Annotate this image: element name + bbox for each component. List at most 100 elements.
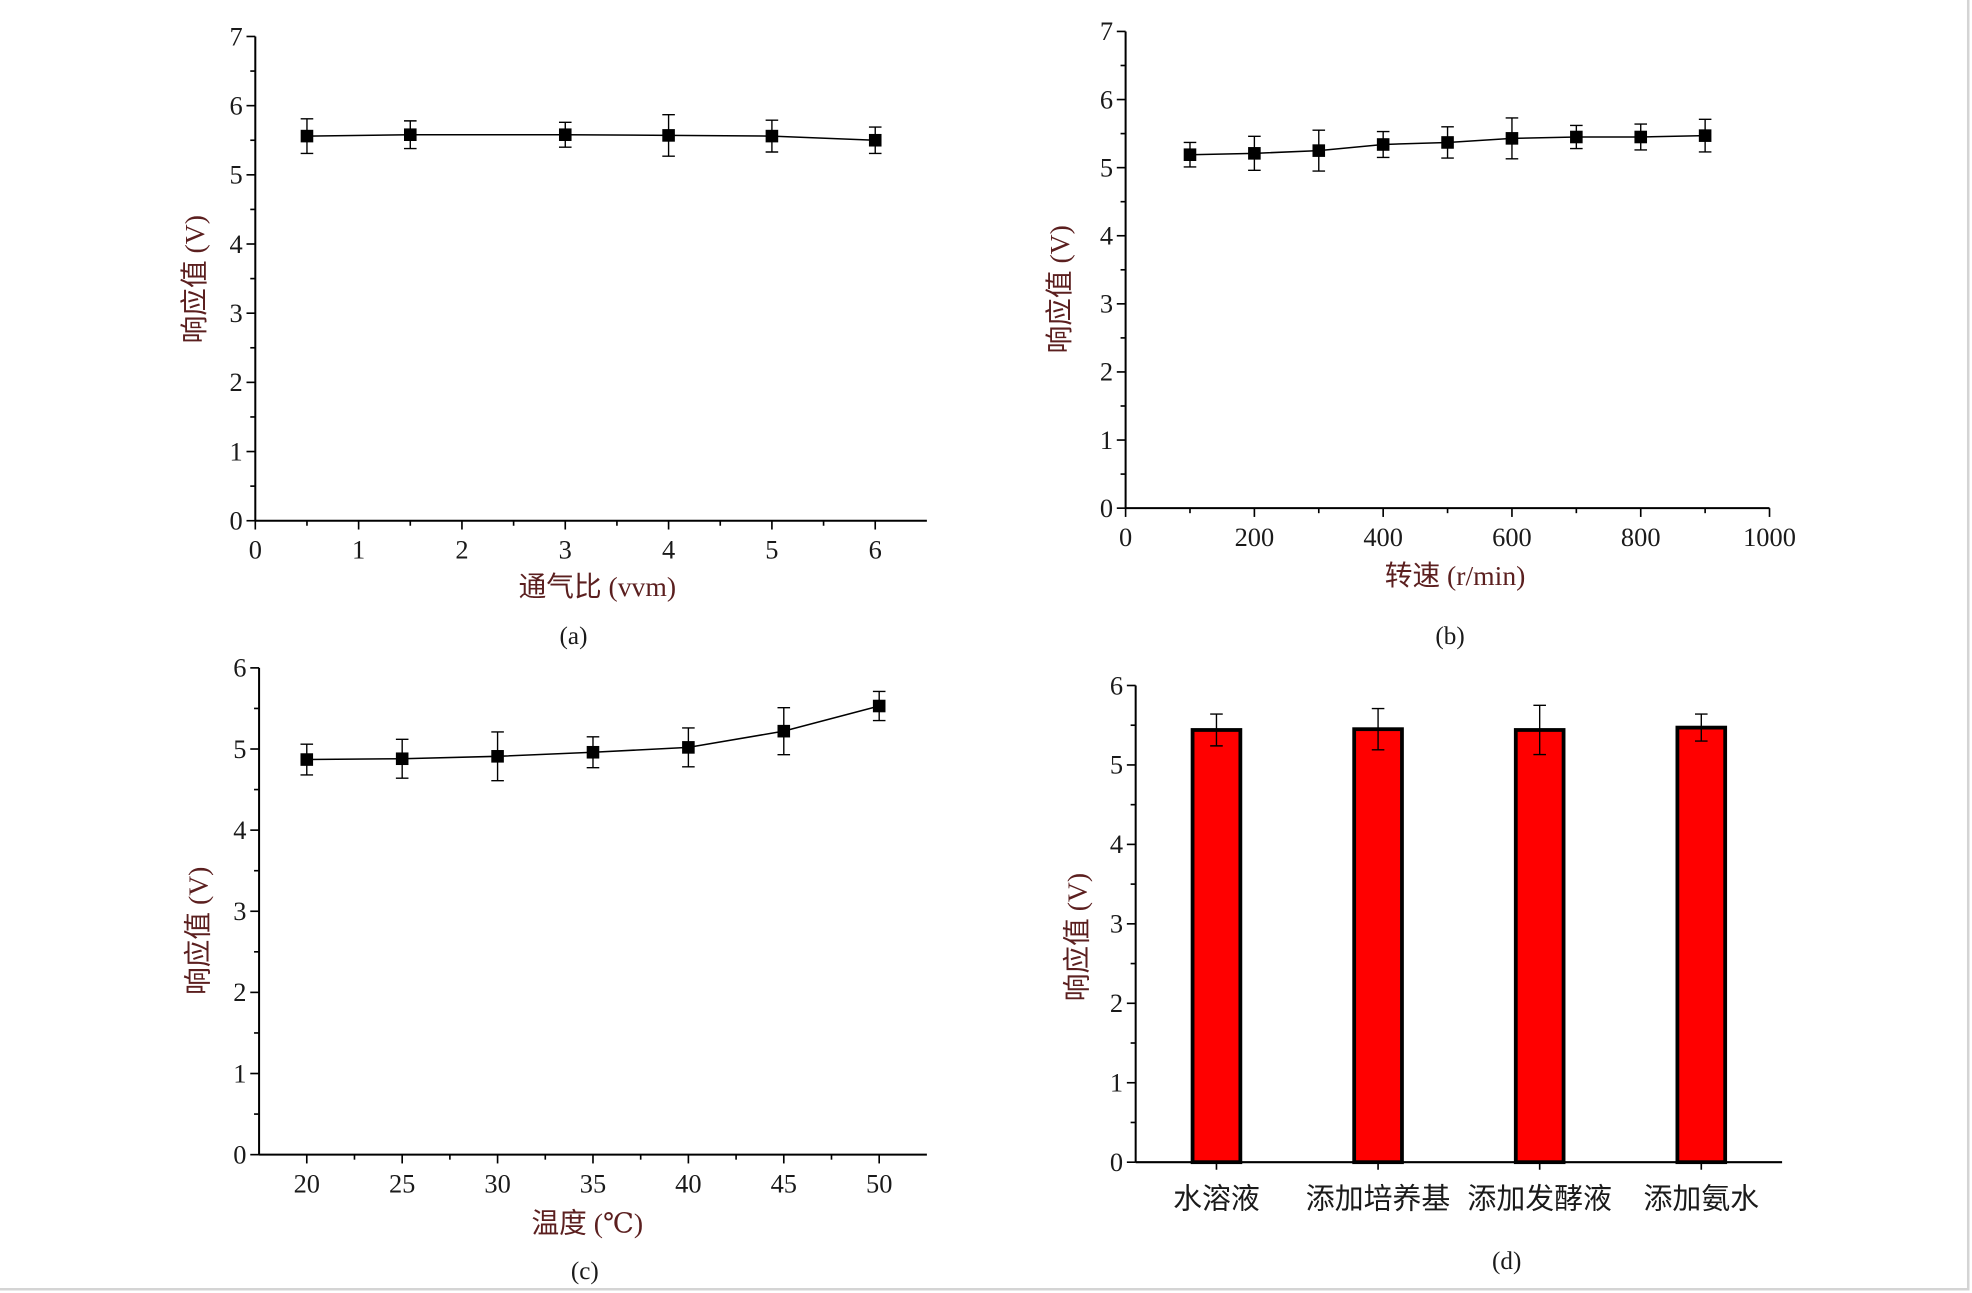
data-point: [403, 128, 417, 141]
y-tick-label: 6: [233, 653, 246, 683]
x-tick-label: 0: [1119, 522, 1132, 552]
y-tick-label: 0: [230, 506, 243, 536]
x-tick-label: 1: [352, 534, 365, 564]
x-tick-label: 35: [580, 1168, 606, 1198]
panel-label: (b): [1435, 623, 1464, 650]
y-tick-label: 6: [1100, 84, 1113, 114]
y-tick-label: 7: [1100, 16, 1113, 46]
y-tick-label: 2: [1100, 357, 1113, 387]
y-tick-label: 0: [1100, 493, 1113, 523]
x-tick-label: 4: [662, 534, 675, 564]
x-tick-label: 30: [484, 1168, 510, 1198]
y-tick-label: 3: [1100, 289, 1113, 319]
y-tick-label: 0: [1110, 1147, 1123, 1177]
y-tick-label: 5: [230, 160, 243, 190]
x-tick-label: 600: [1492, 522, 1532, 552]
data-point: [1183, 148, 1197, 161]
y-tick-label: 4: [1110, 829, 1123, 859]
data-point: [682, 741, 695, 754]
x-tick-label: 25: [389, 1168, 415, 1198]
bar: [1513, 728, 1566, 1165]
y-tick-label: 3: [233, 896, 246, 926]
x-tick-label: 45: [771, 1168, 797, 1198]
y-tick-label: 5: [1110, 750, 1123, 780]
x-axis-title: 通气比 (vvm): [519, 571, 676, 602]
data-point: [1441, 136, 1454, 149]
error-bar: [1210, 713, 1223, 747]
x-tick-label: 400: [1363, 522, 1403, 552]
y-tick-label: 3: [230, 298, 243, 328]
bar: [1352, 727, 1404, 1165]
x-axis-title: 温度 (℃): [532, 1208, 644, 1239]
y-axis-title: 响应值 (V): [183, 867, 214, 995]
x-tick-label: 5: [765, 534, 778, 564]
bar: [1190, 728, 1243, 1165]
y-tick-label: 1: [230, 436, 243, 466]
series-line: [306, 133, 876, 141]
x-tick-label: 2: [455, 534, 468, 564]
error-bar: [1695, 713, 1708, 742]
y-tick-label: 4: [230, 229, 243, 259]
y-tick-label: 7: [230, 21, 243, 51]
y-tick-label: 5: [233, 734, 246, 764]
data-point: [1312, 144, 1326, 157]
data-point: [395, 752, 409, 766]
panel-d: 0 1 2 3 4 5 6 水溶液 添加培养基 添加发酵液 添加氨水: [1110, 670, 1783, 1216]
x-tick-label: 3: [559, 534, 572, 564]
y-tick-label: 2: [233, 977, 246, 1007]
data-point: [300, 753, 314, 766]
x-axis-title: 转速 (r/min): [1385, 560, 1526, 591]
y-axis-title: 响应值 (V): [1044, 225, 1075, 353]
data-point: [491, 750, 504, 763]
x-tick-label: 800: [1621, 522, 1661, 552]
data-point: [300, 129, 314, 143]
data-point: [1248, 147, 1261, 160]
x-tick-label: 20: [294, 1168, 320, 1198]
y-tick-label: 4: [1100, 221, 1113, 251]
bar: [1675, 725, 1728, 1165]
x-tick-label: 50: [866, 1168, 892, 1198]
data-point: [872, 699, 886, 713]
data-point: [586, 745, 600, 759]
data-point: [868, 133, 882, 147]
data-point: [1505, 132, 1519, 145]
panel-label: (c): [571, 1258, 599, 1285]
error-bar: [1533, 704, 1546, 756]
x-tick-label: 0: [249, 534, 262, 564]
y-tick-label: 0: [233, 1139, 246, 1169]
data-point: [1570, 130, 1583, 144]
x-tick-label: 200: [1235, 522, 1275, 552]
x-category-label: 水溶液: [1173, 1184, 1260, 1216]
data-point: [1376, 138, 1390, 151]
y-tick-label: 4: [233, 815, 246, 845]
y-tick-label: 6: [1110, 670, 1123, 700]
panel-label: (a): [560, 623, 588, 650]
error-bar: [1371, 707, 1385, 751]
x-tick-label: 40: [675, 1168, 701, 1198]
y-tick-label: 6: [230, 90, 243, 120]
y-tick-label: 5: [1100, 152, 1113, 182]
x-category-label: 添加氨水: [1643, 1184, 1759, 1216]
data-point: [558, 128, 572, 141]
x-tick-label: 6: [869, 534, 882, 564]
x-category-label: 添加培养基: [1306, 1184, 1451, 1216]
data-point: [765, 129, 779, 143]
y-axis-title: 响应值 (V): [179, 215, 210, 343]
panel-label: (d): [1492, 1248, 1521, 1275]
panel-b: 0 1 2 3 4 5 6 7 0 200 400 600 800 1000: [1100, 16, 1796, 552]
data-point: [1634, 130, 1648, 144]
x-tick-label: 1000: [1743, 522, 1796, 552]
y-tick-label: 2: [230, 367, 243, 397]
panel-a: 0 1 2 3 4 5 6 7 0 1 2 3 4 5 6: [230, 21, 927, 564]
y-tick-label: 1: [233, 1058, 246, 1088]
data-point: [1698, 129, 1712, 142]
data-point: [777, 724, 791, 738]
x-category-label: 添加发酵液: [1467, 1184, 1612, 1216]
y-tick-label: 3: [1110, 909, 1123, 939]
data-point: [662, 129, 675, 142]
y-axis-title: 响应值 (V): [1062, 873, 1093, 1001]
